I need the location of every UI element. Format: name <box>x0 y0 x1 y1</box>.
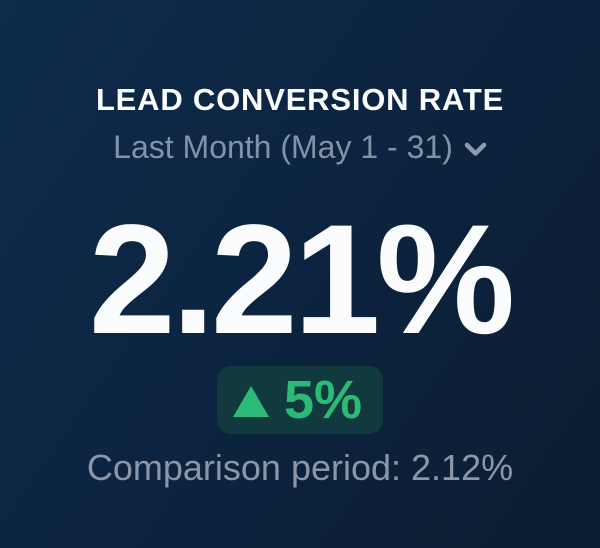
change-badge: 5% <box>216 366 384 434</box>
comparison-text: Comparison period: 2.12% <box>86 447 514 488</box>
kpi-title: LEAD CONVERSION RATE <box>95 82 505 117</box>
triangle-up-icon <box>232 385 269 417</box>
kpi-value: 2.21% <box>88 193 515 367</box>
change-value: 5% <box>283 370 363 430</box>
chevron-down-icon <box>464 142 487 156</box>
period-selector[interactable]: Last Month (May 1 - 31) <box>113 131 487 163</box>
period-label: Last Month (May 1 - 31) <box>113 129 453 165</box>
